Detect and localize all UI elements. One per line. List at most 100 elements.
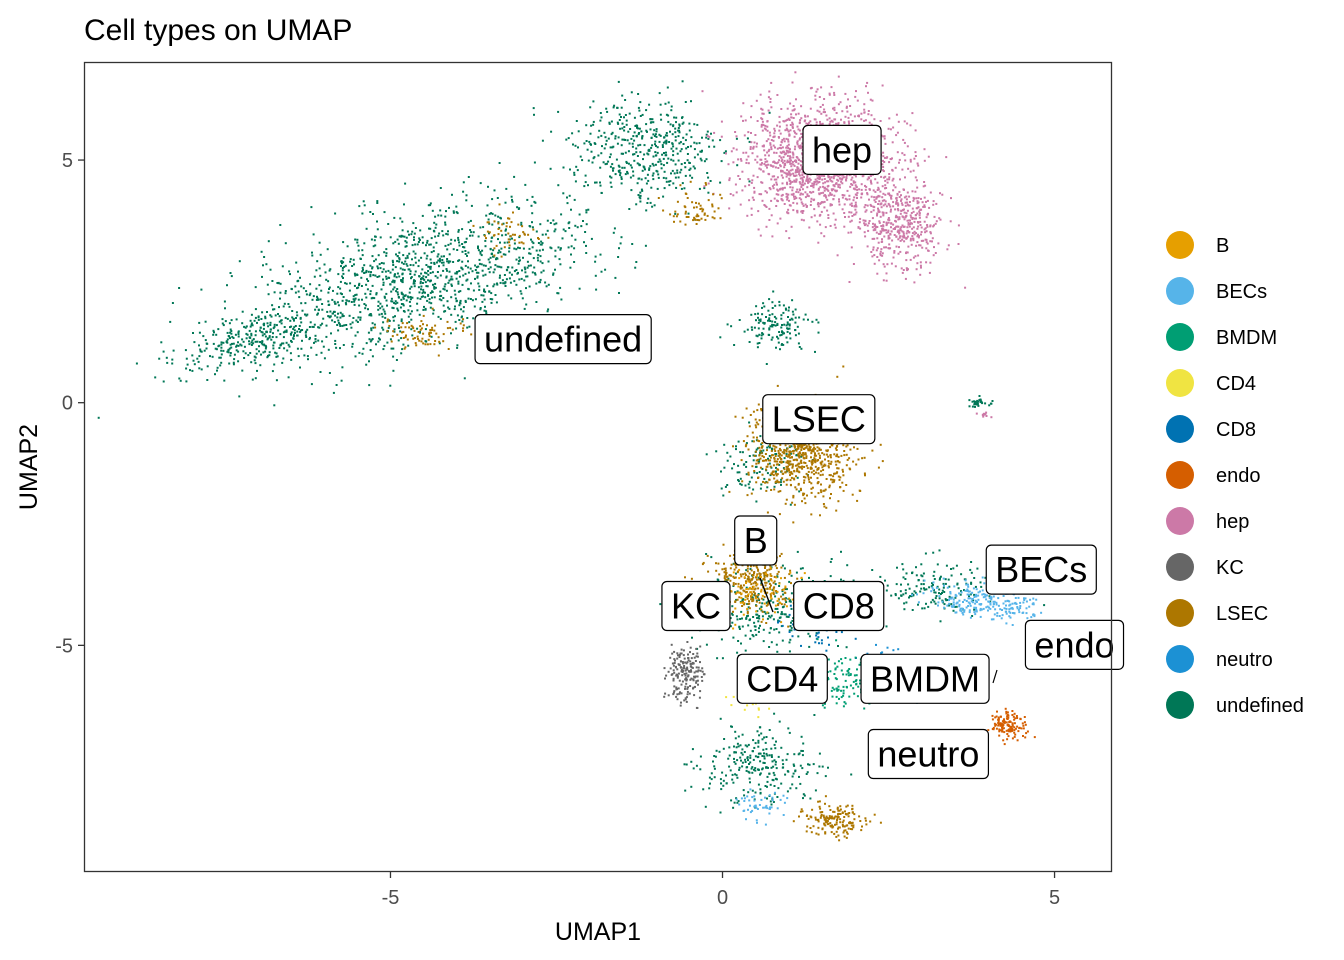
data-point	[745, 151, 748, 154]
data-point	[777, 161, 780, 164]
data-point	[802, 219, 805, 222]
data-point	[595, 181, 598, 184]
data-point	[770, 199, 773, 202]
data-point	[776, 796, 779, 798]
data-point	[789, 151, 792, 154]
data-point	[720, 470, 722, 473]
data-point	[654, 151, 657, 154]
data-point	[539, 260, 542, 263]
data-point	[823, 206, 826, 209]
data-point	[671, 169, 674, 172]
data-point	[763, 757, 766, 760]
data-point	[894, 593, 897, 595]
data-point	[652, 178, 655, 181]
data-point	[748, 763, 750, 765]
data-point	[891, 141, 894, 144]
data-point	[798, 346, 801, 348]
data-point	[650, 146, 653, 149]
data-point	[765, 480, 768, 483]
data-point	[768, 314, 771, 317]
data-point	[820, 86, 823, 89]
data-point	[776, 335, 778, 338]
data-point	[818, 110, 821, 113]
data-point	[884, 203, 887, 206]
data-point	[547, 260, 550, 263]
data-point	[790, 592, 793, 595]
data-point	[562, 228, 565, 231]
data-point	[292, 337, 295, 340]
data-point	[916, 207, 919, 210]
data-point	[200, 368, 203, 371]
data-point	[969, 568, 972, 571]
data-point	[641, 136, 644, 139]
data-point	[739, 477, 742, 480]
data-point	[810, 191, 813, 194]
data-point	[191, 369, 194, 372]
data-point	[433, 261, 436, 264]
data-point	[802, 184, 805, 187]
data-point	[255, 352, 258, 355]
data-point	[608, 122, 611, 125]
data-point	[645, 182, 648, 185]
data-point	[363, 204, 366, 207]
data-point	[854, 181, 857, 184]
data-point	[754, 313, 757, 316]
data-point	[307, 358, 309, 361]
data-point	[914, 151, 917, 154]
data-point	[727, 757, 730, 760]
data-point	[434, 282, 437, 285]
data-point	[776, 188, 779, 191]
data-point	[914, 176, 917, 179]
data-point	[713, 755, 716, 757]
data-point	[753, 594, 756, 597]
data-point	[726, 459, 729, 462]
data-point	[693, 148, 696, 151]
data-point	[374, 235, 376, 238]
data-point	[794, 131, 796, 134]
data-point	[899, 235, 902, 238]
data-point	[392, 264, 395, 266]
data-point	[355, 319, 358, 322]
data-point	[771, 323, 774, 326]
data-point	[910, 595, 913, 598]
data-point	[457, 239, 460, 241]
data-point	[840, 118, 842, 121]
data-point	[822, 185, 824, 188]
data-point	[389, 384, 392, 387]
data-point	[761, 768, 764, 771]
data-point	[458, 270, 461, 272]
data-point	[794, 334, 797, 337]
data-point	[765, 601, 768, 604]
data-point	[752, 147, 755, 150]
data-point	[226, 284, 228, 287]
data-point	[541, 139, 544, 142]
data-point	[862, 219, 865, 222]
data-point	[917, 603, 919, 606]
data-point	[853, 187, 856, 190]
data-point	[780, 613, 783, 616]
data-point	[450, 275, 453, 278]
data-point	[420, 256, 423, 259]
data-point	[277, 282, 280, 285]
data-point	[723, 443, 726, 446]
data-point	[734, 131, 737, 133]
data-point	[774, 324, 777, 327]
data-point	[732, 781, 735, 784]
data-point	[917, 254, 920, 257]
data-point	[774, 583, 777, 586]
data-point	[361, 266, 364, 269]
data-point	[693, 123, 696, 126]
data-point	[454, 297, 457, 300]
data-point	[917, 197, 920, 200]
data-point	[738, 319, 741, 321]
data-point	[391, 259, 394, 262]
data-point	[741, 451, 744, 454]
data-point	[808, 576, 810, 579]
data-point	[843, 212, 846, 214]
data-point	[739, 482, 742, 485]
data-point	[903, 120, 906, 123]
data-point	[890, 226, 892, 229]
data-point	[794, 171, 797, 174]
data-point	[416, 302, 419, 305]
data-point	[290, 339, 292, 342]
